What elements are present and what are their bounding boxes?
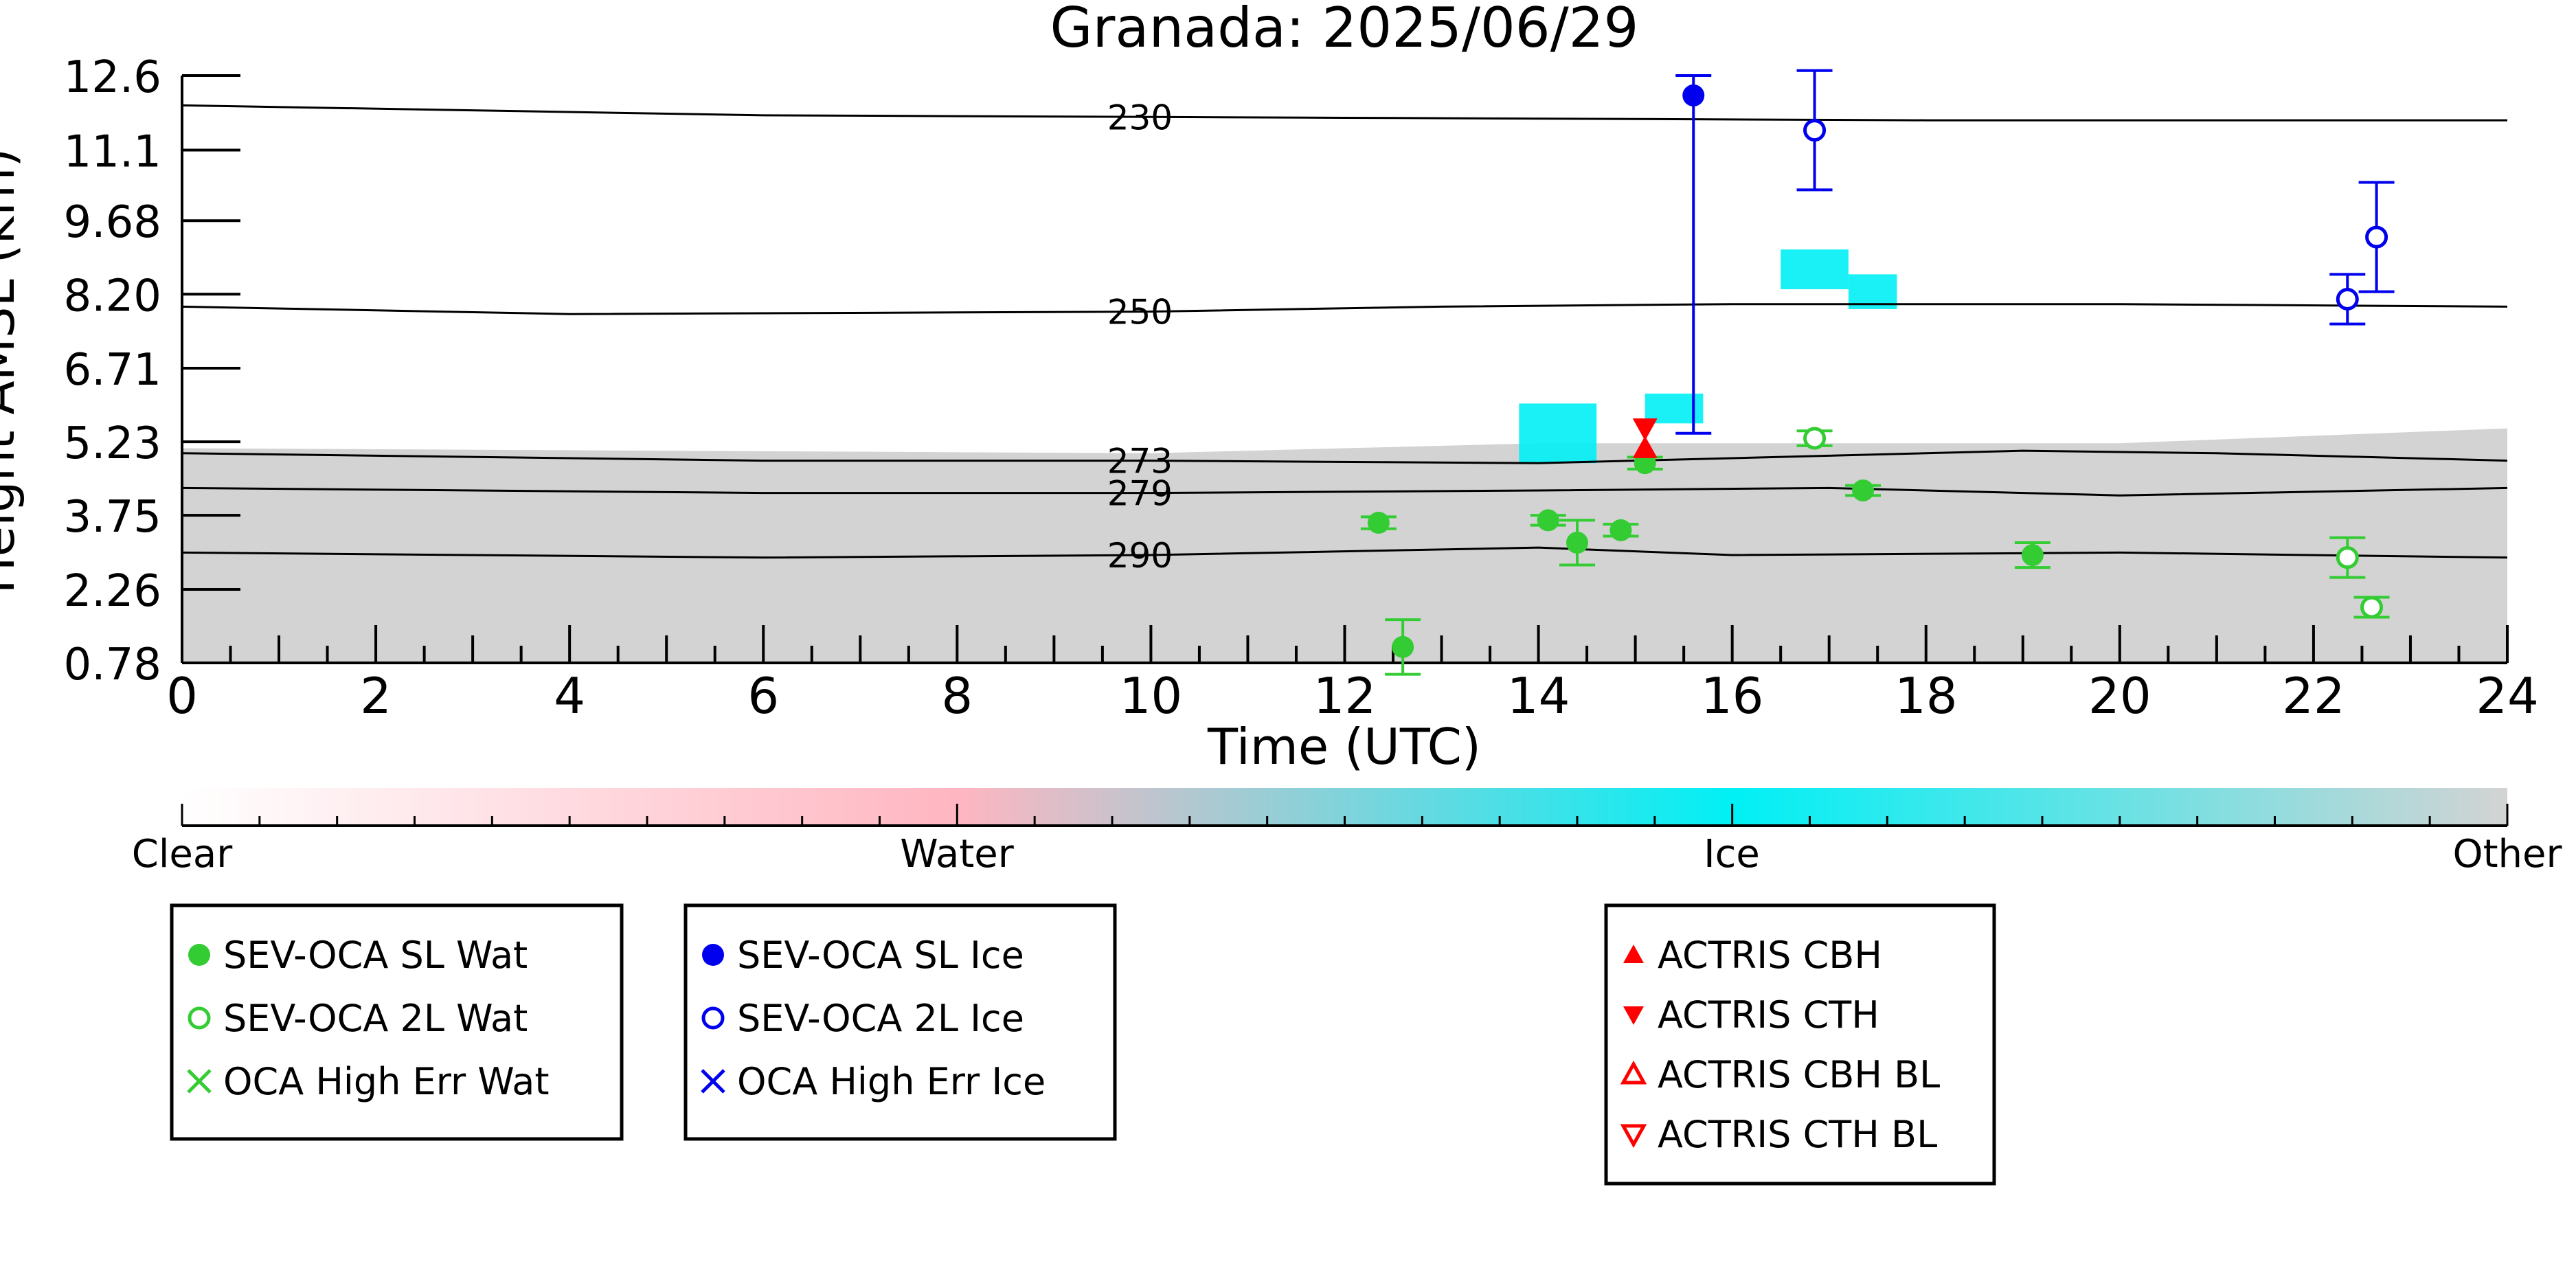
legend-label: SEV-OCA 2L Ice bbox=[737, 997, 1024, 1040]
data-point bbox=[2360, 596, 2384, 619]
x-tick-label: 18 bbox=[1895, 667, 1958, 725]
x-tick-label: 4 bbox=[554, 667, 585, 725]
isotherm-line bbox=[182, 546, 2507, 559]
data-point bbox=[1852, 479, 1875, 501]
isotherm-label: 279 bbox=[1107, 474, 1173, 514]
legend-label: OCA High Err Ice bbox=[737, 1060, 1046, 1103]
data-point bbox=[1803, 119, 1827, 142]
cloud-mask-background bbox=[182, 249, 2507, 663]
legend-label: ACTRIS CTH bbox=[1658, 993, 1879, 1037]
y-axis-label: Height AMSL (km) bbox=[0, 148, 25, 594]
isotherm-line bbox=[182, 303, 2507, 315]
legend-label: OCA High Err Wat bbox=[223, 1060, 550, 1103]
y-tick-label: 5.23 bbox=[64, 418, 162, 469]
retrieval-markers bbox=[1360, 69, 2395, 676]
data-point bbox=[2336, 288, 2359, 311]
ice-patch bbox=[1519, 403, 1597, 464]
isotherm-label: 290 bbox=[1107, 536, 1173, 576]
data-point bbox=[2365, 225, 2388, 249]
legend-label: ACTRIS CBH BL bbox=[1658, 1053, 1940, 1096]
x-tick-label: 22 bbox=[2282, 667, 2345, 725]
y-tick-label: 3.75 bbox=[64, 492, 162, 543]
data-point bbox=[1803, 427, 1827, 450]
x-tick-label: 12 bbox=[1313, 667, 1377, 725]
legend-label: SEV-OCA SL Wat bbox=[223, 934, 528, 977]
y-tick-label: 0.78 bbox=[64, 640, 162, 690]
legend-marker bbox=[701, 1069, 725, 1094]
data-point bbox=[1392, 635, 1414, 658]
x-tick-label: 0 bbox=[166, 667, 198, 725]
legend-marker bbox=[188, 1006, 211, 1030]
colorbar-label-other: Other bbox=[2452, 832, 2562, 877]
x-tick-label: 2 bbox=[360, 667, 392, 725]
data-point bbox=[1537, 509, 1559, 532]
data-point bbox=[2021, 544, 2044, 567]
data-point bbox=[1566, 531, 1588, 554]
y-tick-label: 11.1 bbox=[64, 127, 162, 178]
colorbar-label-clear: Clear bbox=[132, 832, 233, 877]
legend-marker bbox=[1623, 945, 1644, 963]
colorbar-ticks bbox=[181, 804, 2509, 826]
isotherm-line bbox=[182, 449, 2507, 464]
colorbar-label-water: Water bbox=[900, 832, 1015, 877]
x-axis-ticks: 0 2 4 6 8 10 12 14 16 18 20 22 24 bbox=[166, 625, 2539, 725]
legend-label: SEV-OCA SL Ice bbox=[737, 934, 1024, 977]
chart-title: Granada: 2025/06/29 bbox=[1050, 0, 1639, 60]
legend-marker bbox=[187, 1069, 212, 1094]
y-axis-ticks: 0.78 2.26 3.75 5.23 6.71 8.20 9.68 11.1 12.6 bbox=[64, 52, 240, 690]
isotherm-line bbox=[182, 104, 2507, 122]
y-tick-label: 12.6 bbox=[64, 52, 162, 103]
legend-marker bbox=[188, 944, 210, 966]
x-tick-label: 20 bbox=[2088, 667, 2151, 725]
x-tick-label: 24 bbox=[2476, 667, 2539, 725]
x-tick-label: 10 bbox=[1120, 667, 1183, 725]
colorbar-label-ice: Ice bbox=[1704, 832, 1760, 877]
data-point bbox=[2336, 546, 2359, 569]
legend-label: ACTRIS CBH bbox=[1658, 934, 1882, 977]
x-tick-label: 8 bbox=[941, 667, 973, 725]
legend-marker bbox=[701, 1006, 725, 1030]
legend-marker bbox=[1620, 1060, 1647, 1085]
legend-marker bbox=[1620, 1124, 1647, 1149]
y-tick-label: 2.26 bbox=[64, 566, 162, 617]
ice-patch bbox=[1781, 249, 1849, 290]
y-tick-label: 9.68 bbox=[64, 197, 162, 248]
legend-marker bbox=[702, 944, 724, 966]
legend-label: ACTRIS CTH BL bbox=[1658, 1113, 1937, 1156]
phase-colorbar: Clear Water Ice Other bbox=[132, 788, 2562, 877]
x-tick-label: 6 bbox=[747, 667, 779, 725]
other-cloud-layer bbox=[182, 428, 2507, 663]
isotherm-label: 230 bbox=[1107, 98, 1173, 137]
data-point bbox=[1632, 436, 1658, 458]
isotherm-line bbox=[182, 486, 2507, 497]
legend-box bbox=[170, 903, 624, 1141]
legend-box bbox=[1604, 903, 1996, 1186]
data-point bbox=[1682, 84, 1705, 106]
x-tick-label: 16 bbox=[1701, 667, 1764, 725]
legend-label: SEV-OCA 2L Wat bbox=[223, 997, 528, 1040]
data-point bbox=[1632, 418, 1658, 441]
x-tick-label: 14 bbox=[1507, 667, 1570, 725]
isotherm-label: 250 bbox=[1107, 293, 1173, 332]
data-point bbox=[1367, 512, 1390, 534]
legends: SEV-OCA SL Wat SEV-OCA 2L Wat OCA High Err… bbox=[170, 903, 1996, 1186]
y-tick-label: 8.20 bbox=[64, 271, 162, 321]
isotherm-lines bbox=[182, 104, 2507, 559]
y-tick-label: 6.71 bbox=[64, 345, 162, 396]
isotherm-label: 273 bbox=[1107, 442, 1173, 482]
x-axis-label: Time (UTC) bbox=[1207, 718, 1481, 776]
legend-box bbox=[683, 903, 1117, 1141]
legend-marker bbox=[1623, 1006, 1644, 1025]
data-point bbox=[1609, 519, 1632, 541]
